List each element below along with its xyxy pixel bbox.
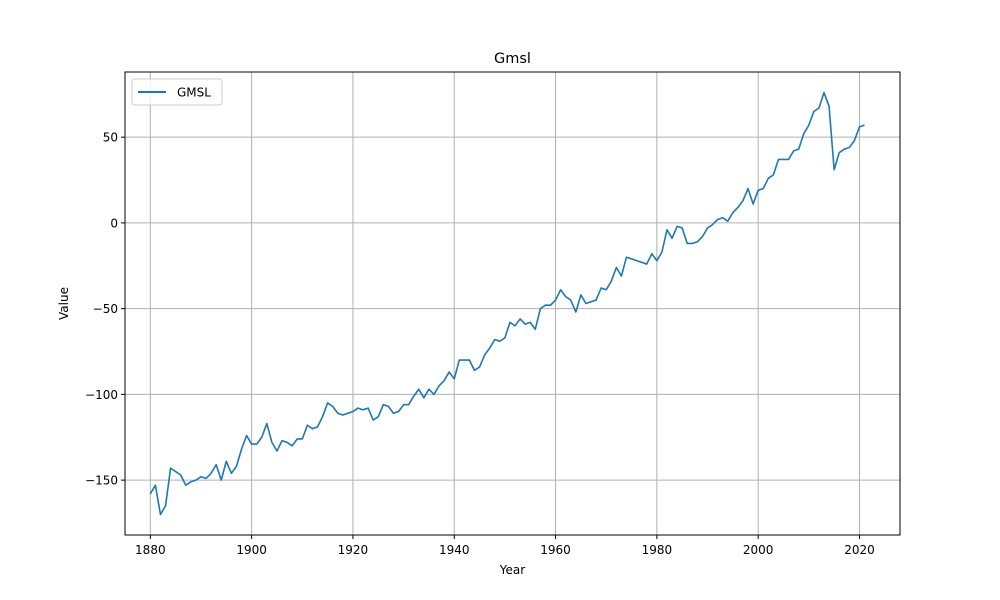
x-tick-label: 1940	[439, 543, 470, 557]
x-tick-label: 1980	[642, 543, 673, 557]
ticks: 1880 1900 1920 1940 1960 1980 2000 2020 −150 −100…	[85, 131, 875, 557]
x-tick-label: 2000	[743, 543, 774, 557]
legend: GMSL	[131, 78, 223, 106]
chart-title: Gmsl	[494, 51, 531, 67]
y-tick-label: −100	[85, 388, 118, 402]
x-tick-label: 1960	[540, 543, 571, 557]
grid	[125, 72, 900, 535]
y-tick-label: −50	[93, 302, 118, 316]
x-tick-label: 1900	[236, 543, 267, 557]
y-axis-label: Value	[57, 287, 71, 320]
plot-frame	[124, 71, 901, 536]
y-tick-label: 0	[110, 216, 118, 230]
series-layer	[149, 91, 865, 516]
x-tick-label: 2020	[844, 543, 875, 557]
x-tick-label: 1920	[338, 543, 369, 557]
y-tick-label: 50	[103, 131, 118, 145]
series-line-gmsl	[149, 91, 865, 516]
legend-box	[131, 78, 223, 106]
y-tick-label: −150	[85, 474, 118, 488]
legend-label: GMSL	[177, 86, 211, 100]
x-axis-label: Year	[499, 563, 525, 577]
x-tick-label: 1880	[135, 543, 166, 557]
